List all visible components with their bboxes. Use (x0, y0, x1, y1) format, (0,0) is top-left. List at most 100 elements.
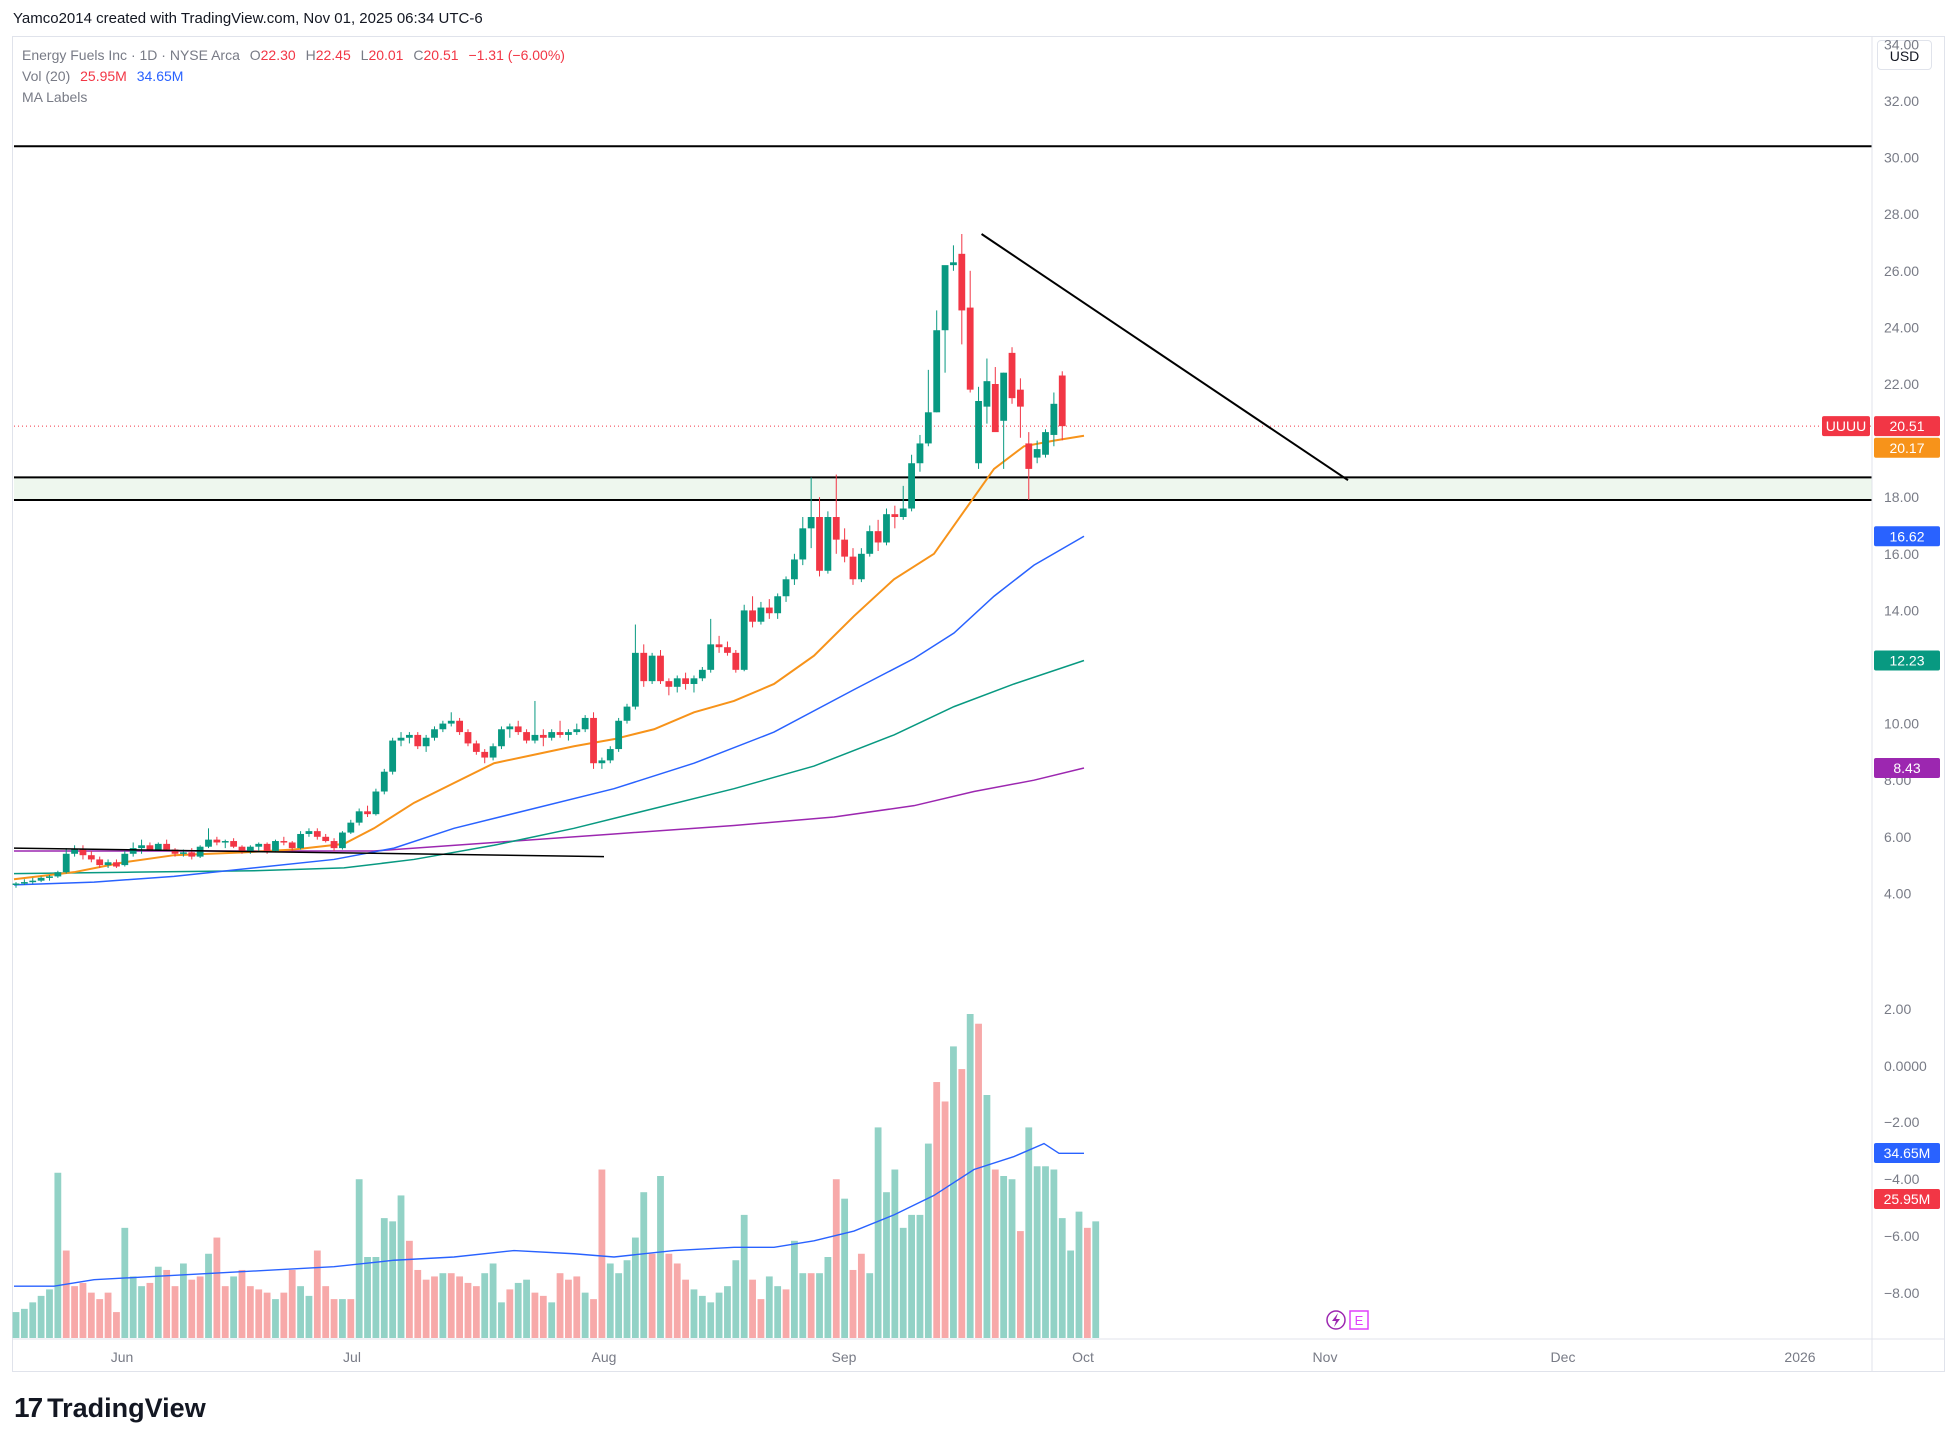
price-tick-label: 16.00 (1884, 546, 1919, 562)
volume-bar (46, 1289, 53, 1338)
price-tick-label: 24.00 (1884, 319, 1919, 335)
volume-bar (71, 1286, 78, 1338)
volume-bar (765, 1276, 773, 1338)
time-tick-label: Jun (111, 1349, 134, 1365)
candle-body (565, 732, 572, 735)
candle-body (121, 853, 129, 866)
candle-body (924, 412, 932, 444)
price-badge-text: 8.43 (1893, 760, 1920, 776)
symbol-description[interactable]: Energy Fuels Inc · 1D · NYSE Arca (22, 47, 240, 63)
high-label: H (305, 47, 316, 63)
volume-bar (791, 1240, 798, 1338)
volume-bar (405, 1240, 413, 1338)
volume-bar (54, 1172, 62, 1338)
price-tick-label: 18.00 (1884, 489, 1919, 505)
volume-bar (891, 1169, 899, 1338)
candle-body (782, 579, 790, 597)
volume-tick-label: −8.00 (1884, 1285, 1920, 1301)
candle-body (816, 517, 823, 571)
price-tick-label: 10.00 (1884, 716, 1919, 732)
currency-button[interactable]: USD (1877, 40, 1932, 70)
price-tick-label: 34.00 (1884, 36, 1919, 52)
price-axis[interactable]: 34.00 32.00 30.00 28.00 26.00 24.00 22.00 18.00… (1871, 36, 1927, 1371)
volume-bar (246, 1286, 254, 1338)
volume-tick-label: 2.00 (1884, 1001, 1911, 1017)
candle-body (196, 846, 204, 857)
candle-body (615, 720, 623, 750)
candle-body (1033, 449, 1041, 458)
volume-bar (305, 1295, 313, 1338)
candle-body (113, 862, 120, 867)
volume-bar (883, 1192, 890, 1338)
candlesticks (12, 234, 1066, 888)
volume-bar (857, 1253, 865, 1338)
candle-body (431, 729, 438, 738)
price-badge (1874, 526, 1940, 547)
volume-bar (330, 1299, 338, 1338)
volume-bar (431, 1276, 438, 1338)
candle-body (874, 531, 882, 543)
volume-bar (657, 1176, 664, 1338)
candle-body (514, 726, 522, 733)
volume-bar (531, 1292, 539, 1338)
volume-tick-label: 0.0000 (1884, 1058, 1927, 1074)
candle-body (288, 842, 296, 849)
volume-bar (690, 1289, 698, 1338)
candle-body (506, 726, 514, 730)
candle-body (472, 743, 480, 752)
volume-bar (807, 1273, 815, 1338)
volume-bar (188, 1279, 196, 1338)
price-badge-text: 12.23 (1889, 652, 1924, 668)
volume-bar (698, 1295, 706, 1338)
candle-body (749, 610, 756, 622)
price-tick-label: 32.00 (1884, 93, 1919, 109)
volume-bar (20, 1308, 28, 1338)
candle-body (414, 734, 422, 747)
volume-bar (472, 1286, 480, 1338)
price-badge-text: 25.95M (1884, 1191, 1931, 1207)
volume-bar (389, 1221, 397, 1338)
earnings-event-icon (1349, 1310, 1369, 1330)
candle-body (138, 845, 145, 849)
ma-labels-indicator[interactable]: MA Labels (22, 89, 88, 105)
volume-bar (606, 1263, 614, 1338)
candle-body (380, 771, 388, 792)
price-tick-label: 14.00 (1884, 602, 1919, 618)
ma50-line (13, 535, 1085, 886)
candle-body (698, 669, 706, 679)
volume-tick-label: −6.00 (1884, 1228, 1920, 1244)
ma100-line (13, 659, 1085, 875)
volume-bar (464, 1282, 472, 1338)
volume-bar (782, 1289, 790, 1338)
moving-averages (13, 434, 1085, 886)
volume-bar (631, 1237, 639, 1338)
time-axis[interactable]: Jun Jul Aug Sep Oct Nov Dec 2026 (13, 1338, 1944, 1365)
volume-bar (916, 1214, 924, 1338)
volume-bar (623, 1260, 631, 1338)
volume-bar (1067, 1250, 1075, 1338)
volume-bar (673, 1263, 681, 1338)
candle-body (841, 539, 849, 557)
price-badge-text: 16.62 (1889, 528, 1924, 544)
volume-bar (1092, 1221, 1100, 1338)
candle-body (221, 841, 229, 843)
candle-body (171, 849, 179, 854)
volume-bar (322, 1286, 330, 1338)
volume-bar (498, 1302, 505, 1338)
volume-bar (79, 1282, 87, 1338)
volume-bar (339, 1299, 346, 1338)
volume-bar (1058, 1218, 1066, 1338)
tradingview-logo[interactable]: 17 TradingView (14, 1392, 206, 1424)
candle-body (87, 855, 95, 860)
candle-body (606, 749, 614, 761)
volume-indicator-label[interactable]: Vol (20) (22, 68, 71, 84)
volume-bar (849, 1269, 857, 1338)
price-tick-label: 28.00 (1884, 206, 1919, 222)
candle-body (364, 811, 371, 815)
candle-body (631, 652, 639, 707)
price-badge (1874, 416, 1940, 437)
volume-bar (104, 1292, 112, 1338)
candle-body (958, 253, 966, 311)
candle-body (648, 655, 656, 682)
